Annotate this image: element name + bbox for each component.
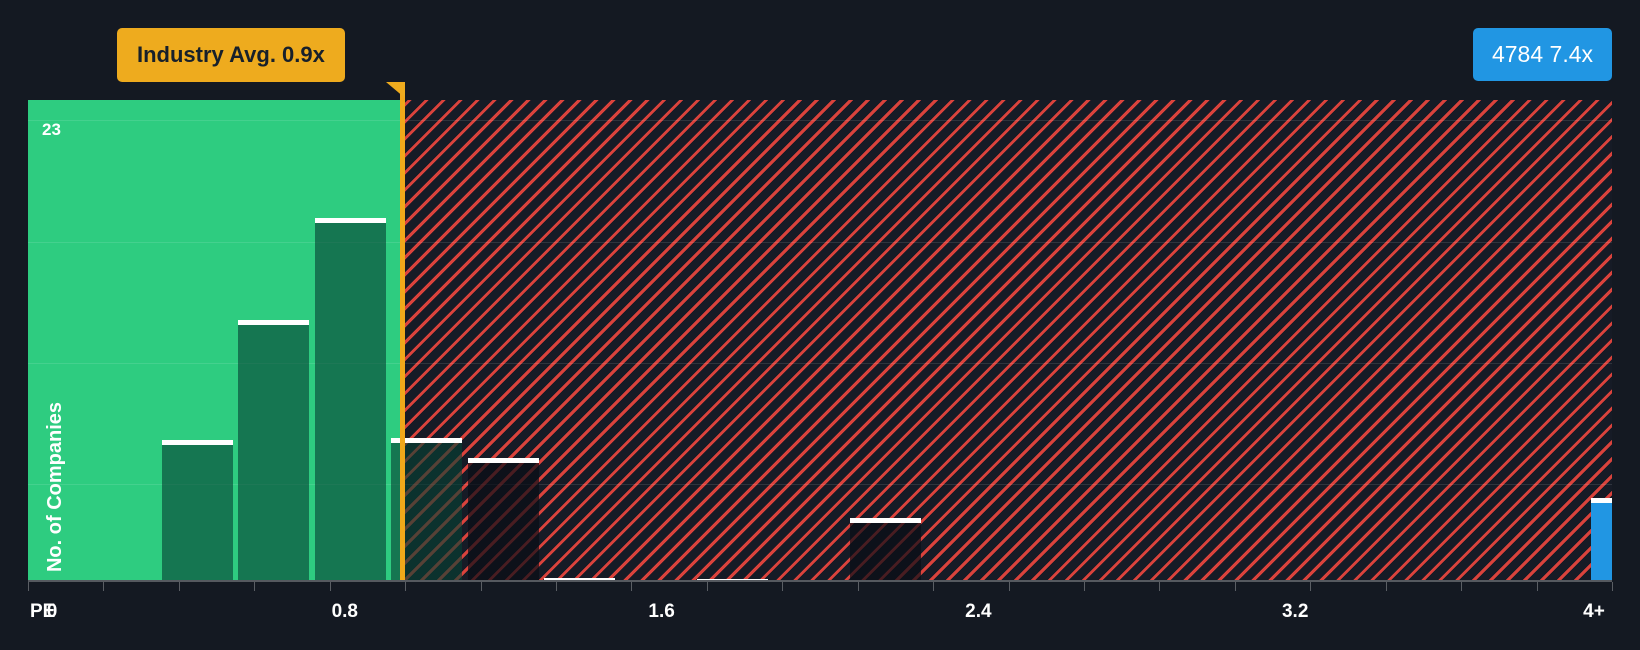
industry-average-callout-tail	[386, 82, 405, 98]
bar[interactable]	[544, 578, 615, 580]
x-tick-label: 2.4	[965, 601, 992, 622]
bar[interactable]	[468, 458, 539, 580]
industry-average-badge[interactable]: Industry Avg. 0.9x	[117, 28, 345, 82]
bar[interactable]	[162, 440, 233, 580]
x-tick	[1084, 582, 1085, 591]
bar-cap	[238, 320, 309, 325]
x-tick	[329, 582, 331, 591]
bar-cap	[850, 518, 921, 523]
bar[interactable]	[1591, 498, 1612, 580]
x-tick	[556, 582, 557, 591]
x-axis-title: PE	[30, 601, 56, 622]
x-tick	[857, 582, 859, 591]
x-tick	[1612, 582, 1613, 591]
x-tick	[1008, 582, 1010, 591]
x-tick-label: 4+	[1583, 601, 1605, 622]
x-tick	[254, 582, 256, 591]
bar[interactable]	[315, 218, 386, 580]
x-tick	[480, 582, 482, 591]
x-tick	[933, 582, 935, 591]
bar-cap	[162, 440, 233, 445]
industry-average-line	[400, 82, 405, 580]
x-tick	[1234, 582, 1236, 591]
overvalued-zone-hatched	[403, 100, 1612, 580]
x-tick	[1461, 582, 1463, 591]
bar[interactable]	[850, 518, 921, 580]
x-tick	[1536, 582, 1538, 591]
bar-cap	[1591, 498, 1612, 503]
x-tick	[1310, 582, 1312, 591]
x-tick-label: 1.6	[648, 601, 675, 622]
y-axis-title: No. of Companies	[44, 401, 66, 572]
x-tick	[782, 582, 784, 591]
x-tick-label: 0	[46, 601, 58, 622]
x-tick	[631, 582, 633, 591]
x-tick	[706, 582, 708, 591]
x-tick-label: 0.8	[331, 601, 359, 622]
company-value-badge[interactable]: 4784 7.4x	[1472, 28, 1612, 81]
bar-cap	[391, 438, 462, 443]
x-tick	[178, 582, 180, 591]
x-tick	[28, 582, 29, 591]
plot-area	[28, 100, 1612, 580]
bar[interactable]	[697, 579, 768, 580]
bar-cap	[315, 218, 386, 223]
y-axis-max-value: 23	[42, 120, 61, 139]
bar-cap	[544, 578, 615, 580]
x-tick	[1385, 582, 1387, 591]
bar-cap	[697, 579, 768, 580]
x-tick-label: 3.2	[1281, 601, 1309, 622]
x-tick	[405, 582, 407, 591]
bar-cap	[468, 458, 539, 463]
x-tick	[1159, 582, 1161, 591]
x-axis-line	[28, 580, 1612, 582]
x-tick	[103, 582, 105, 591]
bar[interactable]	[238, 320, 309, 580]
